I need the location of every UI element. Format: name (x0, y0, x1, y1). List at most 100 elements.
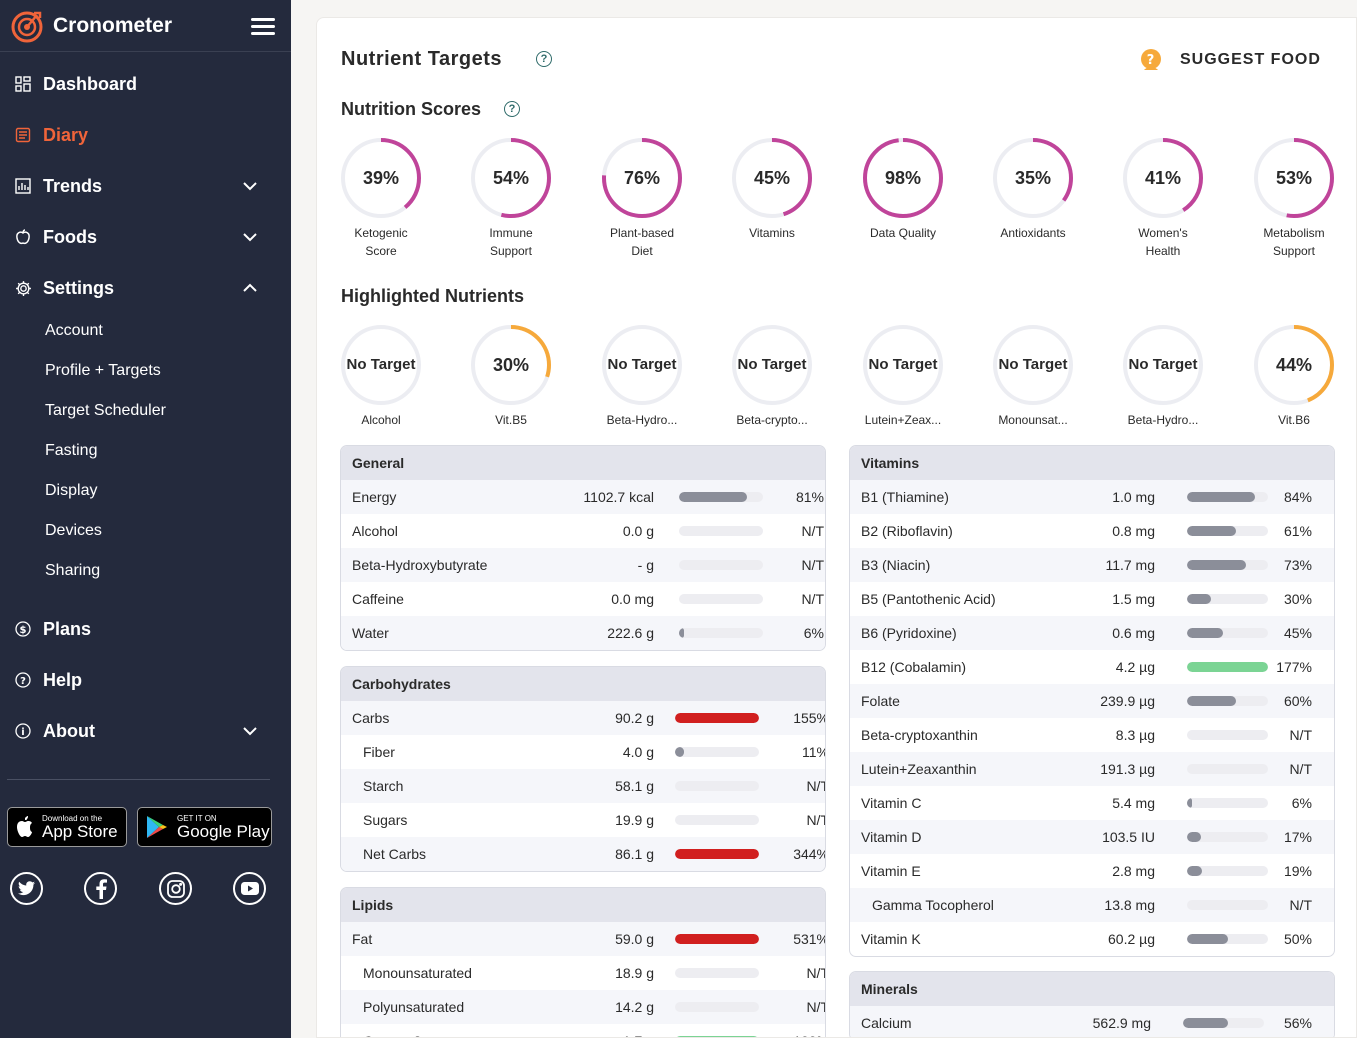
nutrient-row[interactable]: Vitamin K 60.2 µg 50% (850, 922, 1334, 956)
score-ring[interactable]: 41% (1122, 137, 1204, 219)
nutrient-row[interactable]: Sugars 19.9 g N/T (341, 803, 825, 837)
progress-fill (1187, 560, 1247, 570)
nutrient-row[interactable]: B2 (Riboflavin) 0.8 mg 61% (850, 514, 1334, 548)
panel-title[interactable]: Minerals (850, 972, 1334, 1006)
brand[interactable]: Cronometer (10, 8, 172, 44)
nutrient-row[interactable]: B1 (Thiamine) 1.0 mg 84% (850, 480, 1334, 514)
instagram-icon[interactable] (159, 872, 192, 905)
nutrient-percent: 60% (1283, 693, 1312, 709)
score-value: 39% (362, 168, 400, 188)
menu-toggle-icon[interactable] (251, 18, 275, 36)
youtube-icon[interactable] (233, 872, 266, 905)
help-icon[interactable]: ? (504, 101, 520, 117)
progress-bar (1187, 594, 1268, 604)
progress-fill (1187, 832, 1201, 842)
nav-plans-label: Plans (43, 618, 92, 639)
progress-fill (1187, 798, 1192, 808)
nutrient-row[interactable]: Net Carbs 86.1 g 344% (341, 837, 825, 871)
settings-item-sharing[interactable]: Sharing (45, 562, 101, 579)
nutrient-row[interactable]: Lutein+Zeaxanthin 191.3 µg N/T (850, 752, 1334, 786)
help-icon[interactable]: ? (536, 51, 552, 67)
nav-plans[interactable]: $ Plans (14, 614, 264, 644)
panel-title[interactable]: Vitamins (850, 446, 1334, 480)
app-store-button[interactable]: Download on the App Store (7, 807, 127, 847)
nutrient-row[interactable]: Energy 1102.7 kcal 81% (341, 480, 825, 514)
nutrient-row[interactable]: Polyunsaturated 14.2 g N/T (341, 990, 825, 1024)
highlight-ring[interactable]: No Target (862, 324, 944, 406)
highlight-ring[interactable]: 44% (1253, 324, 1335, 406)
highlight-ring[interactable]: No Target (1122, 324, 1204, 406)
nutrient-row[interactable]: B3 (Niacin) 11.7 mg 73% (850, 548, 1334, 582)
nutrient-percent: 19% (1283, 863, 1312, 879)
nutrient-row[interactable]: Fat 59.0 g 531% (341, 922, 825, 956)
score-ring[interactable]: 39% (340, 137, 422, 219)
score-ring[interactable]: 54% (470, 137, 552, 219)
nutrient-row[interactable]: Beta-cryptoxanthin 8.3 µg N/T (850, 718, 1334, 752)
panel-title[interactable]: General (341, 446, 825, 480)
nutrient-name: Water (352, 625, 389, 641)
score-ring[interactable]: 76% (601, 137, 683, 219)
nav-dashboard[interactable]: Dashboard (14, 69, 264, 99)
settings-item-target-scheduler[interactable]: Target Scheduler (45, 402, 166, 419)
score-ring[interactable]: 98% (862, 137, 944, 219)
nutrient-row[interactable]: Caffeine 0.0 mg N/T (341, 582, 825, 616)
settings-item-profile-targets[interactable]: Profile + Targets (45, 362, 161, 379)
highlight-ring[interactable]: No Target (731, 324, 813, 406)
score-ring[interactable]: 35% (992, 137, 1074, 219)
nutrient-row[interactable]: Water 222.6 g 6% (341, 616, 825, 650)
ring-chart-icon (993, 138, 1073, 218)
nutrient-percent: 45% (1283, 625, 1312, 641)
score-ring[interactable]: 45% (731, 137, 813, 219)
nutrient-row[interactable]: Gamma Tocopherol 13.8 mg N/T (850, 888, 1334, 922)
nutrient-row[interactable]: Vitamin D 103.5 IU 17% (850, 820, 1334, 854)
highlight-label: Alcohol (361, 413, 401, 427)
nutrient-row[interactable]: Beta-Hydroxybutyrate - g N/T (341, 548, 825, 582)
nutrient-percent: 6% (803, 625, 824, 641)
twitter-icon[interactable] (10, 872, 43, 905)
nutrient-row[interactable]: B6 (Pyridoxine) 0.6 mg 45% (850, 616, 1334, 650)
apple-icon (14, 228, 32, 246)
score-ring[interactable]: 53% (1253, 137, 1335, 219)
nutrient-row[interactable]: Vitamin C 5.4 mg 6% (850, 786, 1334, 820)
settings-item-fasting[interactable]: Fasting (45, 442, 98, 459)
highlight-ring[interactable]: No Target (601, 324, 683, 406)
score-label: Antioxidants (1000, 226, 1066, 240)
ring-chart-icon (1254, 325, 1334, 405)
ring-chart-icon (863, 138, 943, 218)
highlight-ring[interactable]: No Target (992, 324, 1074, 406)
nutrient-row[interactable]: Vitamin E 2.8 mg 19% (850, 854, 1334, 888)
nutrient-row[interactable]: Carbs 90.2 g 155% (341, 701, 825, 735)
settings-item-account[interactable]: Account (45, 322, 103, 339)
nav-settings[interactable]: Settings (14, 273, 264, 303)
nutrient-row[interactable]: B12 (Cobalamin) 4.2 µg 177% (850, 650, 1334, 684)
highlight-ring[interactable]: 30% (470, 324, 552, 406)
nav-foods[interactable]: Foods (14, 222, 264, 252)
panel-title[interactable]: Lipids (341, 888, 825, 922)
nutrient-row[interactable]: Fiber 4.0 g 11% (341, 735, 825, 769)
panel-title[interactable]: Carbohydrates (341, 667, 825, 701)
facebook-icon[interactable] (84, 872, 117, 905)
nutrient-name: Net Carbs (363, 846, 427, 862)
nutrient-name: Folate (861, 693, 900, 709)
nutrient-amount: 0.0 mg (611, 591, 654, 607)
nav-help[interactable]: ? Help (14, 665, 264, 695)
googleplay-big-text: Google Play (177, 821, 270, 841)
google-play-button[interactable]: GET IT ON Google Play (137, 807, 272, 847)
nutrient-row[interactable]: Starch 58.1 g N/T (341, 769, 825, 803)
nutrient-row[interactable]: B5 (Pantothenic Acid) 1.5 mg 30% (850, 582, 1334, 616)
nutrient-row[interactable]: Omega-3 1.7 g 100% (341, 1024, 825, 1037)
highlight-ring[interactable]: No Target (340, 324, 422, 406)
nutrient-row[interactable]: Monounsaturated 18.9 g N/T (341, 956, 825, 990)
progress-fill (1187, 526, 1237, 536)
settings-item-devices[interactable]: Devices (45, 522, 102, 539)
nav-trends[interactable]: Trends (14, 171, 264, 201)
settings-item-display[interactable]: Display (45, 482, 98, 499)
suggest-food-button[interactable]: ? SUGGEST FOOD (1139, 48, 1321, 72)
nav-diary[interactable]: Diary (14, 120, 264, 150)
highlight-value: No Target (607, 356, 677, 373)
nutrient-row[interactable]: Alcohol 0.0 g N/T (341, 514, 825, 548)
nav-about[interactable]: i About (14, 716, 264, 746)
nutrient-row[interactable]: Calcium 562.9 mg 56% (850, 1006, 1334, 1037)
nutrient-percent: 177% (1276, 659, 1312, 675)
nutrient-row[interactable]: Folate 239.9 µg 60% (850, 684, 1334, 718)
